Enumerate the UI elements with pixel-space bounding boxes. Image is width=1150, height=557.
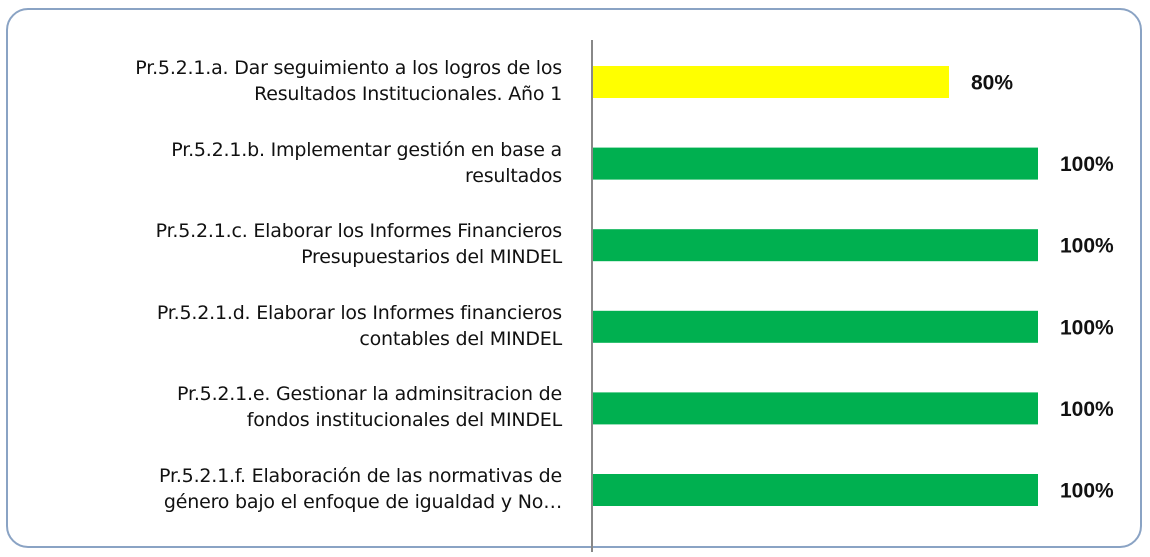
bar	[593, 310, 1038, 343]
value-label: 100%	[1060, 235, 1114, 258]
category-label: Pr.5.2.1.b. Implementar gestión en base …	[171, 138, 562, 187]
bar	[593, 66, 949, 98]
value-label: 80%	[971, 72, 1013, 95]
category-label: Pr.5.2.1.a. Dar seguimiento a los logros…	[135, 57, 562, 105]
category-label: Pr.5.2.1.c. Elaborar los Informes Financ…	[155, 220, 563, 269]
bar	[593, 474, 1038, 506]
value-label: 100%	[1060, 398, 1114, 421]
value-label: 100%	[1060, 316, 1114, 339]
bar	[593, 392, 1038, 425]
bar	[593, 147, 1038, 180]
category-label: Pr.5.2.1.e. Gestionar la adminsitracion …	[177, 383, 562, 432]
value-label: 100%	[1060, 480, 1114, 503]
category-label: Pr.5.2.1.d. Elaborar los Informes financ…	[156, 301, 562, 350]
value-label: 100%	[1060, 153, 1114, 176]
chart-frame	[6, 8, 1142, 548]
category-label: Pr.5.2.1.f. Elaboración de las normativa…	[159, 465, 562, 513]
bar	[593, 229, 1038, 262]
